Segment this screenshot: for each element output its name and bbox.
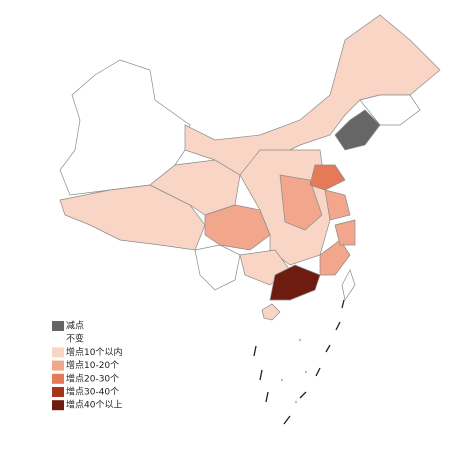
legend-swatch xyxy=(52,360,64,371)
legend-label: 增点20-30个 xyxy=(66,372,119,384)
region xyxy=(269,264,321,301)
legend-swatch xyxy=(52,373,64,384)
region xyxy=(261,303,281,321)
legend-swatch xyxy=(52,334,64,345)
dash xyxy=(315,367,321,377)
dash xyxy=(299,391,307,399)
region xyxy=(319,239,351,276)
dash xyxy=(253,345,257,357)
dash xyxy=(335,321,341,331)
legend-label: 增点30-40个 xyxy=(66,386,119,398)
legend-swatch xyxy=(52,347,64,358)
legend-label: 增点40个以上 xyxy=(66,399,122,411)
island xyxy=(304,370,308,374)
legend-label: 增点10个以内 xyxy=(66,346,122,358)
dash xyxy=(283,415,291,425)
region xyxy=(341,269,356,301)
dash xyxy=(325,344,331,353)
region xyxy=(334,219,356,246)
island xyxy=(294,400,298,404)
region xyxy=(204,204,271,251)
region xyxy=(194,244,241,291)
dash xyxy=(265,391,269,403)
region xyxy=(309,164,346,191)
island xyxy=(298,338,302,342)
legend-swatch xyxy=(52,400,64,411)
region xyxy=(334,109,381,151)
islands xyxy=(280,338,308,404)
legend-label: 减点 xyxy=(66,320,84,332)
province-layer xyxy=(59,14,441,321)
region xyxy=(279,174,323,231)
south-sea-dashes xyxy=(253,299,345,425)
legend-label: 增点10-20个 xyxy=(66,359,119,371)
region xyxy=(324,189,351,221)
legend-swatch xyxy=(52,321,64,331)
dash xyxy=(259,369,263,381)
legend-label: 不变 xyxy=(66,333,84,345)
legend: 减点不变增点10个以内增点10-20个增点20-30个增点30-40个增点40个… xyxy=(52,320,122,411)
legend-swatch xyxy=(52,387,64,397)
island xyxy=(280,378,284,382)
region xyxy=(149,159,241,216)
dash xyxy=(341,299,345,309)
